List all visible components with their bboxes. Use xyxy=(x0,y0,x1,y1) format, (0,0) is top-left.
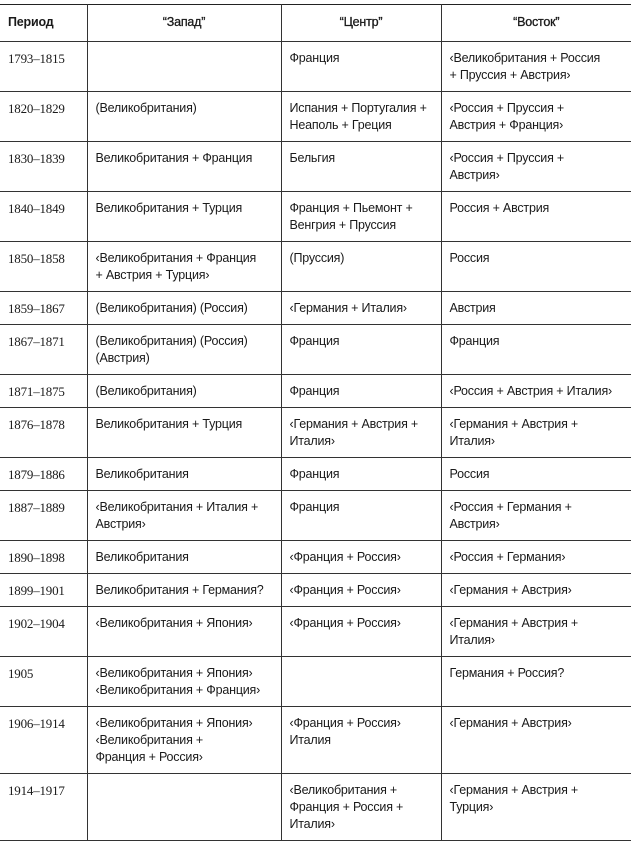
alliances-table: Период “Запад” “Центр” “Восток” 1793–181… xyxy=(0,4,631,841)
cell-east: ‹Россия + Пруссия + Австрия + Франция› xyxy=(440,91,631,142)
header-row: Период “Запад” “Центр” “Восток” xyxy=(0,4,631,42)
cell-center: Франция xyxy=(280,490,441,541)
cell-center: ‹Франция + Россия› xyxy=(280,573,441,607)
cell-east: ‹Россия + Германия› xyxy=(440,540,631,574)
table-row: 1905 ‹Великобритания + Япония› ‹Великобри… xyxy=(0,656,631,707)
cell-east: ‹Германия + Австрия + Турция› xyxy=(440,773,631,841)
cell-east: ‹Германия + Австрия + Италия› xyxy=(440,606,631,657)
cell-east: Германия + Россия? xyxy=(440,656,631,707)
cell-period: 1859–1867 xyxy=(8,301,65,316)
table-row: 1902–1904 ‹Великобритания + Япония› ‹Франц… xyxy=(0,606,631,657)
cell-period: 1914–1917 xyxy=(8,783,65,798)
table-row: 1793–1815 Франция ‹Великобритания + Россия… xyxy=(0,41,631,92)
cell-west xyxy=(86,41,281,92)
cell-west: Великобритания + Германия? xyxy=(86,573,281,607)
cell-center: Испания + Португалия + Неаполь + Греция xyxy=(280,91,441,142)
cell-center xyxy=(280,656,441,707)
cell-west: Великобритания xyxy=(86,540,281,574)
cell-west: ‹Великобритания + Италия + Австрия› xyxy=(86,490,281,541)
cell-center: ‹Франция + Россия› xyxy=(280,540,441,574)
cell-west: (Великобритания) xyxy=(86,374,281,408)
cell-east: ‹Германия + Австрия + Италия› xyxy=(440,407,631,458)
cell-east: ‹Россия + Австрия + Италия› xyxy=(440,374,631,408)
cell-period: 1902–1904 xyxy=(8,616,65,631)
cell-period: 1899–1901 xyxy=(8,583,65,598)
cell-center: (Пруссия) xyxy=(280,241,441,292)
cell-center: ‹Франция + Россия› Италия xyxy=(280,706,441,774)
cell-east: ‹Германия + Австрия› xyxy=(440,706,631,774)
cell-period: 1820–1829 xyxy=(8,101,65,116)
table-row: 1899–1901 Великобритания + Германия? ‹Фран… xyxy=(0,573,631,607)
cell-center: ‹Германия + Италия› xyxy=(280,291,441,325)
cell-west: (Великобритания) xyxy=(86,91,281,142)
cell-west xyxy=(86,773,281,841)
cell-center: Франция xyxy=(280,41,441,92)
cell-center: Франция + Пьемонт + Венгрия + Пруссия xyxy=(280,191,441,242)
cell-west: ‹Великобритания + Япония› xyxy=(86,606,281,657)
cell-west: ‹Великобритания + Япония› ‹Великобритани… xyxy=(86,706,281,774)
cell-east: Россия xyxy=(440,457,631,491)
cell-east: ‹Великобритания + Россия + Пруссия + Авс… xyxy=(440,41,631,92)
table-row: 1850–1858 ‹Великобритания + Франция + Авс… xyxy=(0,241,631,292)
cell-center: Франция xyxy=(280,457,441,491)
cell-west: Великобритания + Турция xyxy=(86,191,281,242)
cell-west: ‹Великобритания + Франция + Австрия + Ту… xyxy=(86,241,281,292)
header-east: “Восток” xyxy=(440,4,631,42)
cell-center: ‹Германия + Австрия + Италия› xyxy=(280,407,441,458)
cell-center: Франция xyxy=(280,324,441,375)
cell-west: Великобритания + Франция xyxy=(86,141,281,192)
table-row: 1906–1914 ‹Великобритания + Япония› ‹Вели… xyxy=(0,706,631,774)
cell-period: 1793–1815 xyxy=(8,51,65,66)
cell-center: Франция xyxy=(280,374,441,408)
cell-period: 1890–1898 xyxy=(8,550,65,565)
table-row: 1859–1867 (Великобритания) (Россия) ‹Герма… xyxy=(0,291,631,325)
cell-center: Бельгия xyxy=(280,141,441,192)
cell-center: ‹Великобритания + Франция + Россия + Ита… xyxy=(280,773,441,841)
table-row: 1914–1917 ‹Великобритания + Франция + Рос… xyxy=(0,773,631,841)
cell-period: 1887–1889 xyxy=(8,500,65,515)
cell-period: 1867–1871 xyxy=(8,334,65,349)
cell-period: 1879–1886 xyxy=(8,467,65,482)
cell-east: Россия + Австрия xyxy=(440,191,631,242)
cell-west: ‹Великобритания + Япония› ‹Великобритани… xyxy=(86,656,281,707)
table-row: 1871–1875 (Великобритания) Франция ‹Россия … xyxy=(0,374,631,408)
cell-west: (Великобритания) (Россия) xyxy=(86,291,281,325)
table-row: 1820–1829 (Великобритания) Испания + Порту… xyxy=(0,91,631,142)
cell-period: 1850–1858 xyxy=(8,251,65,266)
cell-east: Франция xyxy=(440,324,631,375)
table-row: 1840–1849 Великобритания + Турция Франция … xyxy=(0,191,631,242)
cell-east: Россия xyxy=(440,241,631,292)
table-row: 1830–1839 Великобритания + Франция Бельгия… xyxy=(0,141,631,192)
cell-east: Австрия xyxy=(440,291,631,325)
cell-center: ‹Франция + Россия› xyxy=(280,606,441,657)
cell-east: ‹Россия + Германия + Австрия› xyxy=(440,490,631,541)
cell-east: ‹Россия + Пруссия + Австрия› xyxy=(440,141,631,192)
cell-period: 1871–1875 xyxy=(8,384,65,399)
table-row: 1879–1886 Великобритания Франция Россия xyxy=(0,457,631,491)
header-center: “Центр” xyxy=(280,4,441,42)
table-row: 1890–1898 Великобритания ‹Франция + Россия… xyxy=(0,540,631,574)
header-period: Период xyxy=(8,15,54,29)
table-row: 1867–1871 (Великобритания) (Россия) (Авст… xyxy=(0,324,631,375)
cell-west: Великобритания xyxy=(86,457,281,491)
cell-west: (Великобритания) (Россия) (Австрия) xyxy=(86,324,281,375)
cell-east: ‹Германия + Австрия› xyxy=(440,573,631,607)
table-row: 1887–1889 ‹Великобритания + Италия + Авст… xyxy=(0,490,631,541)
table-row: 1876–1878 Великобритания + Турция ‹Германи… xyxy=(0,407,631,458)
cell-period: 1906–1914 xyxy=(8,716,65,731)
header-west: “Запад” xyxy=(86,4,281,42)
cell-west: Великобритания + Турция xyxy=(86,407,281,458)
cell-period: 1830–1839 xyxy=(8,151,65,166)
cell-period: 1905 xyxy=(8,666,34,681)
cell-period: 1876–1878 xyxy=(8,417,65,432)
cell-period: 1840–1849 xyxy=(8,201,65,216)
